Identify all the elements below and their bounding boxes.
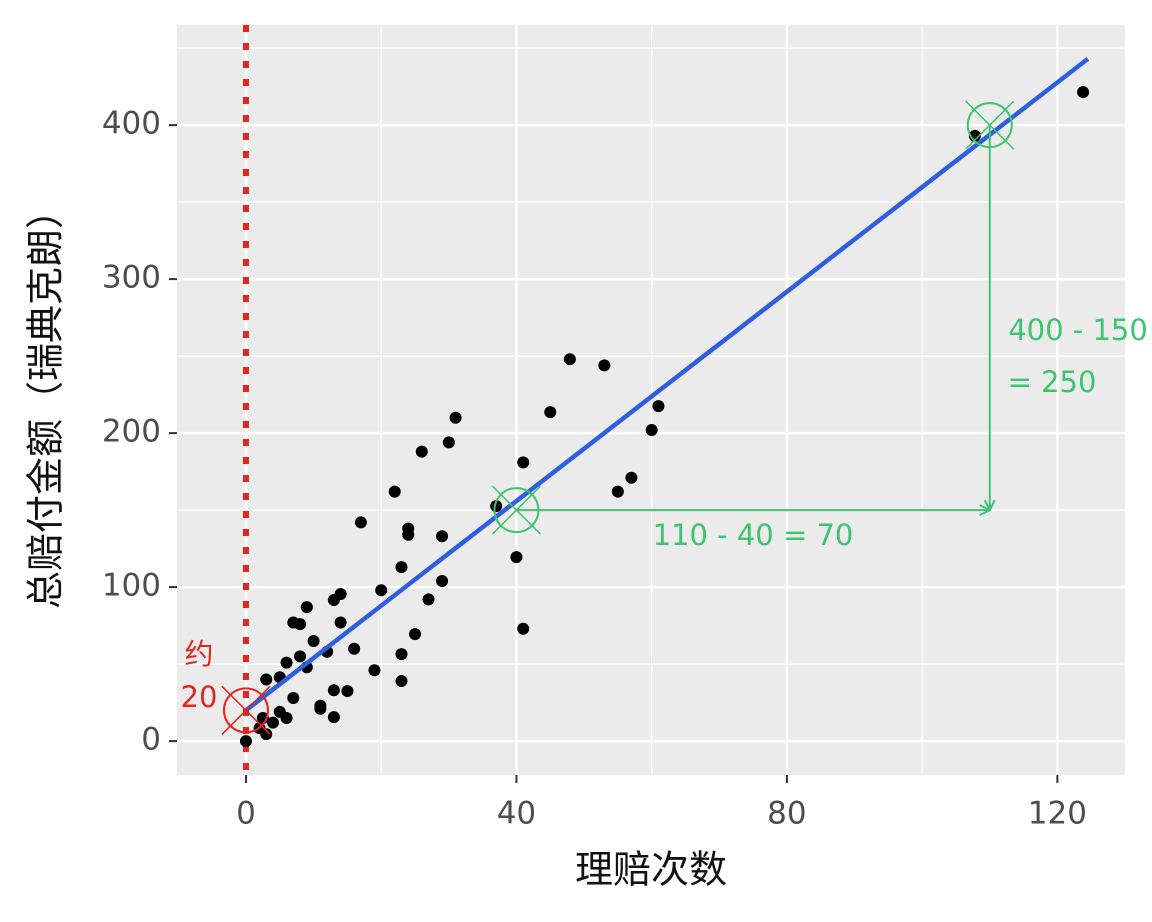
regression-line	[244, 57, 1090, 713]
point	[517, 456, 530, 469]
x-tick-label: 120	[1028, 796, 1087, 832]
point	[375, 584, 388, 597]
point	[395, 561, 408, 574]
highlight-cross	[221, 685, 271, 735]
point	[260, 673, 273, 686]
y-tick-label: 300	[102, 260, 161, 296]
point	[409, 628, 422, 641]
point	[307, 635, 320, 648]
point	[625, 471, 638, 484]
point	[611, 485, 624, 498]
point	[652, 400, 665, 413]
point	[517, 622, 530, 635]
point	[334, 616, 347, 629]
point	[563, 353, 576, 366]
highlight-marker	[493, 487, 540, 534]
point	[436, 574, 449, 587]
highlight-cross	[491, 485, 541, 535]
annotation: 400 - 150	[1008, 313, 1148, 347]
y-tick-label: 200	[102, 414, 161, 450]
point	[354, 516, 367, 529]
point	[436, 530, 449, 543]
point	[341, 685, 354, 698]
point	[449, 411, 462, 424]
highlight-cross	[965, 100, 1015, 150]
annotation: 110 - 40 = 70	[653, 518, 854, 552]
y-tick-label: 0	[141, 722, 161, 758]
point	[314, 702, 327, 715]
point	[395, 675, 408, 688]
y-tick-label: 100	[102, 568, 161, 604]
point	[510, 551, 523, 564]
point	[239, 735, 252, 748]
y-axis-title: 总赔付金额（瑞典克朗）	[24, 191, 68, 609]
point	[327, 711, 340, 724]
point	[422, 593, 435, 606]
annotation: 约	[184, 637, 213, 671]
point	[327, 684, 340, 697]
point	[415, 445, 428, 458]
point	[267, 716, 280, 729]
x-tick-label: 0	[236, 796, 256, 832]
point	[1077, 86, 1090, 99]
annotation: 20	[181, 680, 218, 714]
point	[490, 500, 503, 513]
point	[327, 594, 340, 607]
point	[368, 664, 381, 677]
point	[300, 601, 313, 614]
highlight-marker	[966, 102, 1013, 149]
point	[260, 728, 273, 741]
highlight-marker	[222, 687, 269, 734]
point	[395, 648, 408, 661]
point	[645, 424, 658, 437]
point	[280, 712, 293, 725]
point	[294, 618, 307, 631]
point	[442, 436, 455, 449]
point	[348, 642, 361, 655]
point	[544, 406, 557, 419]
x-tick-label: 40	[497, 796, 536, 832]
x-axis-title: 理赔次数	[575, 848, 727, 892]
point	[388, 485, 401, 498]
y-tick-label: 400	[102, 106, 161, 142]
x-tick-label: 80	[767, 796, 806, 832]
point	[402, 528, 415, 541]
point	[294, 650, 307, 663]
point	[280, 656, 293, 669]
point	[598, 359, 611, 372]
annotation: = 250	[1008, 365, 1097, 399]
point	[287, 691, 300, 704]
